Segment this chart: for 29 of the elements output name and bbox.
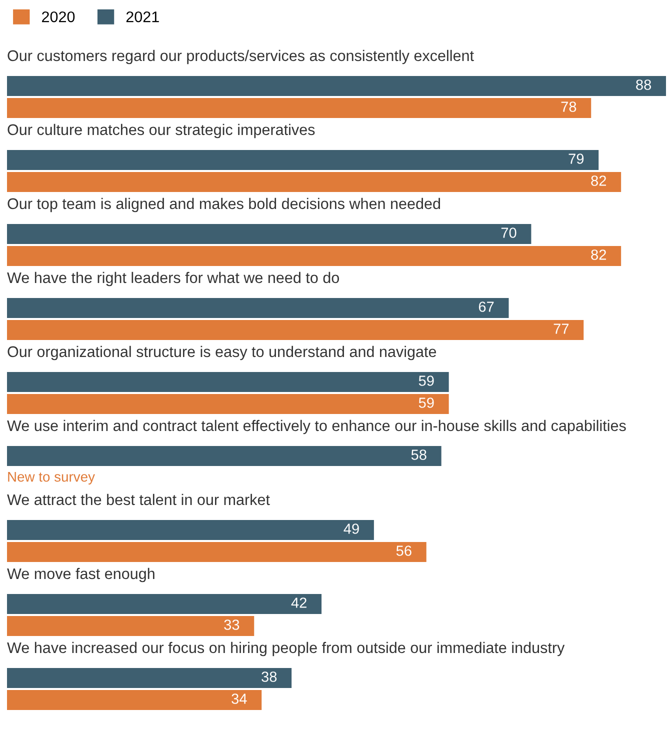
y-tick-label: We move fast enough: [7, 568, 154, 582]
y-tick-label: We have the right leaders for what we need to do: [7, 272, 340, 286]
legend-label: 2020: [42, 11, 75, 22]
data-label: 82: [591, 176, 606, 186]
y-tick-label: Our organizational structure is easy to understand and navigate: [8, 346, 436, 360]
y-tick-label: We attract the best talent in our market: [7, 494, 270, 506]
data-label: 56: [396, 546, 412, 556]
y-tick-label: Our culture matches our strategic imperatives: [8, 124, 315, 138]
data-label: 77: [554, 324, 569, 334]
legend-label: 2021: [126, 11, 159, 22]
y-tick-label: We use interim and contract talent effectively to enhance our in-house skills and capabilities: [7, 420, 626, 434]
data-label: 70: [501, 228, 516, 238]
data-label: 78: [561, 102, 576, 112]
data-label: 49: [344, 524, 359, 534]
data-label: 67: [478, 302, 494, 312]
y-tick-label: Our customers regard our products/services as consistently excellent: [8, 50, 474, 64]
data-label: 38: [262, 672, 277, 682]
data-label: 34: [232, 694, 247, 704]
y-tick-label: We have increased our focus on hiring people from outside our immediate industry: [7, 642, 565, 656]
y-tick-label: Our top team is aligned and makes bold decisions when needed: [8, 198, 440, 212]
data-label: 82: [591, 250, 606, 260]
data-label: 59: [418, 398, 434, 408]
annotation: New to survey: [8, 472, 95, 484]
data-label: 33: [224, 620, 240, 630]
data-label: 58: [411, 450, 426, 460]
data-label: 59: [418, 376, 434, 386]
data-label: 42: [291, 598, 306, 608]
data-label: 79: [568, 154, 584, 164]
data-label: 88: [636, 80, 652, 90]
